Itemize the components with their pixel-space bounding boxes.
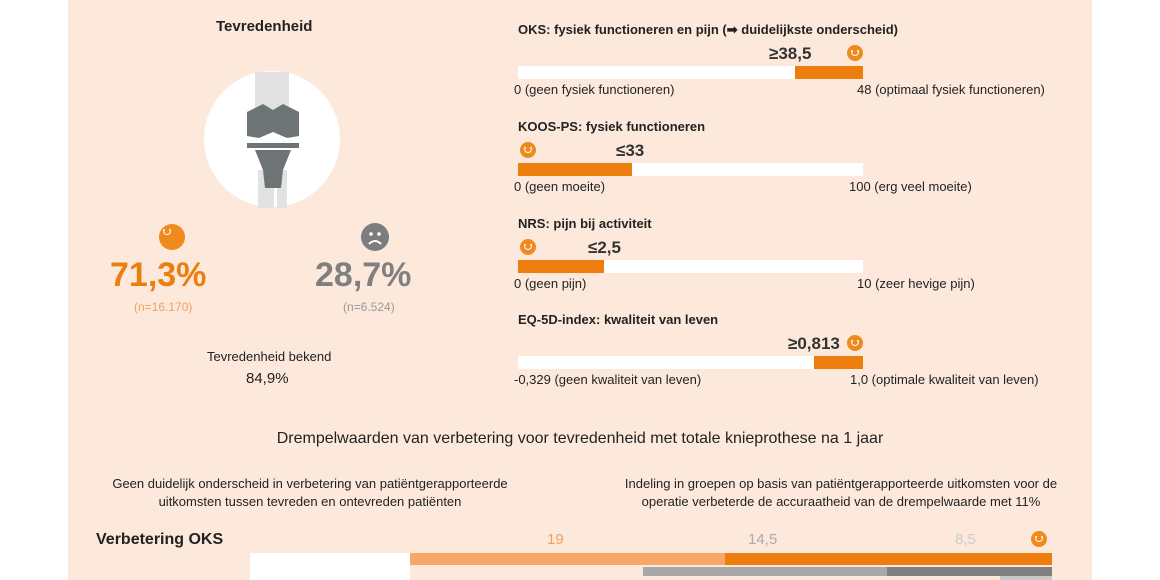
measure-scale-bar — [518, 163, 863, 176]
oks-value-14-5: 14,5 — [748, 531, 778, 548]
measure-threshold: ≤2,5 — [588, 238, 621, 257]
smiley-happy-icon — [1031, 531, 1047, 547]
oks-improvement-label: Verbetering OKS — [96, 531, 224, 548]
satisfied-percentage: 71,3% — [110, 256, 207, 294]
oks-scale-bar — [250, 553, 410, 580]
satisfaction-known-value: 84,9% — [246, 370, 289, 387]
smiley-happy-icon — [847, 335, 863, 351]
smiley-happy-icon — [520, 239, 536, 255]
smiley-happy-icon — [520, 142, 536, 158]
measure-title: NRS: pijn bij activiteit — [518, 216, 652, 231]
measure-scale-bar — [518, 260, 863, 273]
measure-threshold-fill — [518, 260, 604, 273]
oks-range-bar-gray — [887, 567, 1052, 576]
satisfied-count: (n=16.170) — [134, 300, 193, 314]
measure-max-label: 10 (zeer hevige pijn) — [857, 276, 975, 291]
measure-min-label: 0 (geen moeite) — [514, 179, 606, 194]
measure-threshold-fill — [518, 163, 632, 176]
oks-range-bar-gray-light — [643, 567, 887, 576]
measure-min-label: 0 (geen pijn) — [514, 276, 587, 291]
oks-value-19: 19 — [547, 531, 564, 548]
measure-max-label: 48 (optimaal fysiek functioneren) — [857, 82, 1045, 97]
measure-scale-bar — [518, 66, 863, 79]
measure-min-label: 0 (geen fysiek functioneren) — [514, 82, 675, 97]
measure-title: EQ-5D-index: kwaliteit van leven — [518, 312, 719, 327]
measure-title: KOOS-PS: fysiek functioneren — [518, 119, 706, 134]
dissatisfied-count: (n=6.524) — [343, 300, 395, 314]
measure-min-label: -0,329 (geen kwaliteit van leven) — [514, 372, 702, 387]
left-note: Geen duidelijk onderscheid in verbeterin… — [112, 476, 508, 509]
oks-range-bar-orange — [725, 553, 1052, 565]
measure-max-label: 100 (erg veel moeite) — [849, 179, 972, 194]
oks-range-bar-orange-light — [410, 553, 725, 565]
measure-title: OKS: fysiek functioneren en pijn (➡ duid… — [518, 22, 899, 37]
measure-threshold: ≥0,813 — [788, 334, 840, 353]
measure-max-label: 1,0 (optimale kwaliteit van leven) — [850, 372, 1039, 387]
measure-threshold-fill — [814, 356, 863, 369]
oks-value-8-5: 8,5 — [955, 531, 976, 548]
smiley-sad-icon — [361, 223, 389, 251]
knee-prosthesis-icon — [204, 71, 340, 208]
smiley-happy-icon — [159, 224, 185, 250]
measure-threshold: ≥38,5 — [769, 44, 812, 63]
satisfaction-title: Tevredenheid — [216, 18, 313, 35]
measure-scale-bar — [518, 356, 863, 369]
oks-range-bar-third — [1000, 576, 1052, 580]
measure-threshold-fill — [795, 66, 863, 79]
right-note: Indeling in groepen op basis van patiënt… — [624, 476, 1058, 509]
thresholds-title: Drempelwaarden van verbetering voor tevr… — [276, 430, 884, 447]
dissatisfied-percentage: 28,7% — [315, 256, 412, 294]
measure-threshold: ≤33 — [616, 141, 645, 160]
smiley-happy-icon — [847, 45, 863, 61]
satisfaction-known-label: Tevredenheid bekend — [207, 349, 332, 364]
